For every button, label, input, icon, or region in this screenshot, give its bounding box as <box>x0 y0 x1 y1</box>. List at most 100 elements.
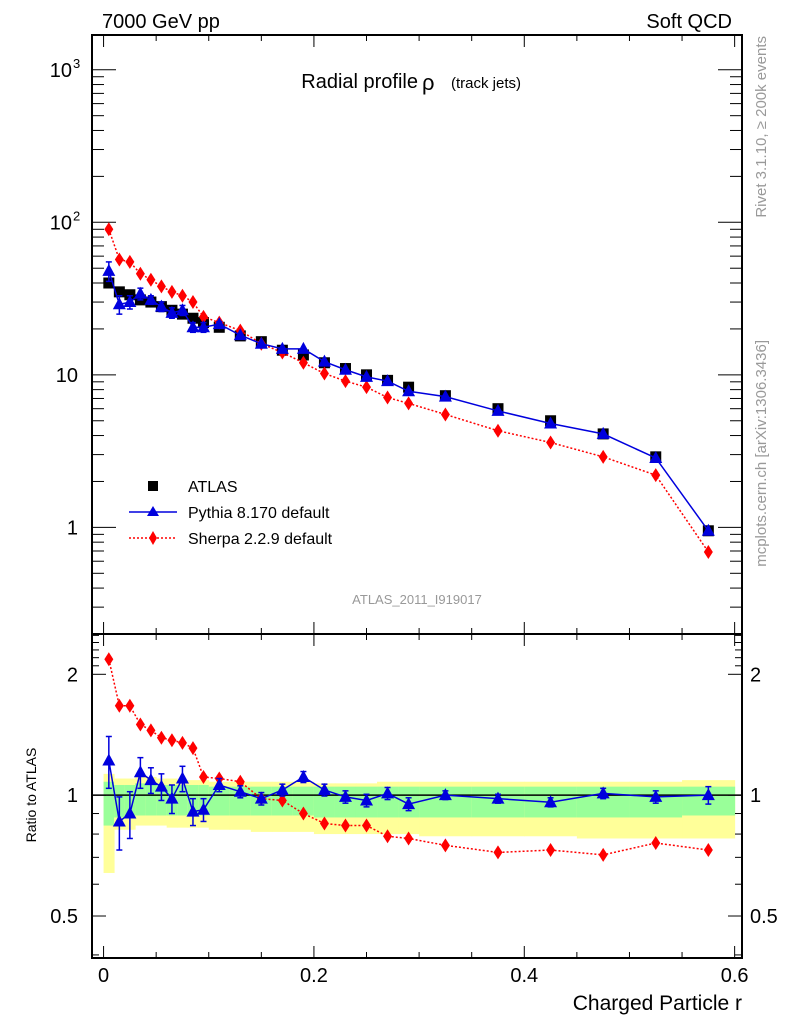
sherpa-ratio-marker <box>340 818 350 833</box>
ratio-uncertainty-bands <box>92 773 742 873</box>
sherpa-marker <box>156 279 166 294</box>
sherpa-ratio-marker <box>319 816 329 831</box>
pythia-ratio-marker <box>317 783 331 796</box>
inner-band-bin <box>177 784 189 816</box>
ratio-y-axis-label: Ratio to ATLAS <box>23 748 39 843</box>
ratio-y-tick-labels: 2 2 1 1 0.5 0.5 <box>50 664 778 928</box>
legend-atlas-marker <box>148 481 158 491</box>
sherpa-ratio-marker <box>493 845 503 860</box>
atlas-data-point <box>187 312 199 324</box>
main-series-layer <box>102 222 715 559</box>
atlas-data-point <box>113 286 125 298</box>
sherpa-ratio-marker <box>598 847 608 862</box>
pythia-ratio-marker <box>102 753 116 766</box>
pythia-ratio-marker <box>154 779 168 792</box>
plot-title-suffix: (track jets) <box>451 75 521 92</box>
pythia-marker <box>317 354 331 367</box>
pythia-marker <box>438 389 452 402</box>
pythia-ratio-marker <box>701 788 715 801</box>
x-tick-label: 0 <box>98 965 109 987</box>
x-axis-label: Charged Particle r <box>573 992 742 1015</box>
pythia-ratio-marker <box>338 789 352 802</box>
sherpa-marker <box>598 449 608 464</box>
pythia-ratio-marker <box>112 814 126 827</box>
y-tick-label: 10 <box>56 365 78 387</box>
plot-title: Radial profile <box>301 71 418 93</box>
x-tick-label: 0.6 <box>721 965 749 987</box>
inner-band-bin <box>103 781 115 826</box>
ratio-y-tick-label-right: 0.5 <box>750 906 778 928</box>
pythia-marker <box>491 403 505 416</box>
ratio-y-tick-label-right: 1 <box>750 785 761 807</box>
legend-atlas-label: ATLAS <box>188 479 238 496</box>
header-right-label: Soft QCD <box>646 11 732 33</box>
pythia-ratio-marker <box>296 769 310 782</box>
pythia-marker <box>123 295 137 308</box>
pythia-marker <box>381 374 395 387</box>
pythia-marker <box>544 416 558 429</box>
pythia-ratio-marker <box>233 784 247 797</box>
sherpa-ratio-marker <box>146 723 156 738</box>
sherpa-marker <box>440 407 450 422</box>
ratio-series-layer <box>102 652 715 862</box>
sherpa-marker <box>703 544 713 559</box>
pythia-marker <box>360 369 374 382</box>
sherpa-ratio-marker <box>188 741 198 756</box>
pythia-marker <box>402 384 416 397</box>
sherpa-ratio-marker <box>135 717 145 732</box>
sherpa-marker <box>651 468 661 483</box>
ratio-axis-ticks <box>92 634 742 958</box>
x-tick-label: 0.4 <box>510 965 538 987</box>
x-tick-label: 0.2 <box>300 965 328 987</box>
sherpa-marker <box>383 390 393 405</box>
pythia-ratio-marker <box>491 791 505 804</box>
y-tick-label-base: 10 <box>50 212 72 234</box>
sherpa-ratio-marker <box>362 818 372 833</box>
atlas-data-point <box>103 277 115 289</box>
sherpa-marker <box>340 374 350 389</box>
pythia-ratio-marker <box>275 783 289 796</box>
y-tick-label: 1 <box>67 517 78 539</box>
pythia-marker <box>196 320 210 333</box>
pythia-marker <box>233 328 247 341</box>
sherpa-marker <box>167 284 177 299</box>
sherpa-ratio-marker <box>198 769 208 784</box>
ratio-y-tick-label-left: 0.5 <box>50 906 78 928</box>
pythia-marker <box>112 297 126 310</box>
pythia-marker <box>701 523 715 536</box>
sherpa-marker <box>146 272 156 287</box>
pythia-ratio-marker <box>360 793 374 806</box>
sherpa-ratio-marker <box>177 735 187 750</box>
pythia-marker <box>175 303 189 316</box>
pythia-ratio-marker <box>254 791 268 804</box>
y-tick-label-base: 10 <box>50 60 72 82</box>
pythia-marker <box>596 426 610 439</box>
pythia-ratio-marker <box>175 771 189 784</box>
sherpa-ratio-marker <box>125 698 135 713</box>
sherpa-ratio-marker <box>277 793 287 808</box>
pythia-ratio-marker <box>212 777 226 790</box>
analysis-id-label: ATLAS_2011_I919017 <box>352 592 482 607</box>
sherpa-marker <box>493 423 503 438</box>
pythia-ratio-marker <box>649 789 663 802</box>
sherpa-marker <box>125 254 135 269</box>
pythia-ratio-marker <box>144 773 158 786</box>
pythia-marker <box>212 317 226 330</box>
inner-band-bin <box>377 786 399 818</box>
pythia-marker <box>186 320 200 333</box>
mcplots-label: mcplots.cern.ch [arXiv:1306.3436] <box>753 340 770 567</box>
pythia-marker <box>649 450 663 463</box>
sherpa-marker <box>362 380 372 395</box>
pythia-marker <box>275 341 289 354</box>
sherpa-marker <box>135 266 145 281</box>
sherpa-ratio-marker <box>404 831 414 846</box>
ratio-panel-frame <box>91 633 743 959</box>
pythia-marker <box>154 299 168 312</box>
inner-band-bin <box>145 783 157 816</box>
sherpa-marker <box>319 366 329 381</box>
sherpa-marker <box>198 309 208 324</box>
pythia-marker <box>338 362 352 375</box>
sherpa-ratio-marker <box>114 698 124 713</box>
pythia-ratio-marker <box>196 802 210 815</box>
